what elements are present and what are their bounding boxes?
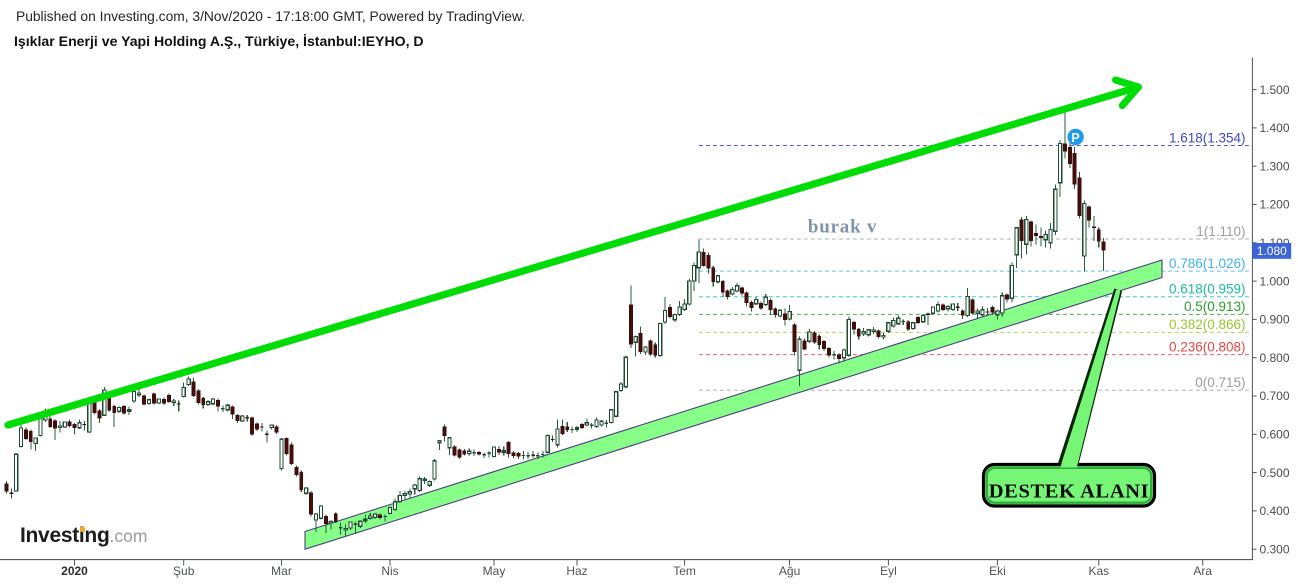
svg-text:Ara: Ara (1193, 564, 1212, 578)
svg-text:Mar: Mar (271, 564, 292, 578)
svg-text:0(0.715): 0(0.715) (1195, 375, 1245, 390)
svg-text:May: May (483, 564, 506, 578)
svg-text:1(1.110): 1(1.110) (1196, 224, 1245, 239)
svg-text:1.000: 1.000 (1260, 274, 1290, 288)
svg-text:0.786(1.026): 0.786(1.026) (1169, 256, 1246, 271)
svg-text:0.900: 0.900 (1260, 313, 1290, 327)
svg-text:0.5(0.913): 0.5(0.913) (1184, 299, 1246, 314)
svg-text:0.800: 0.800 (1260, 351, 1290, 365)
svg-text:1.500: 1.500 (1260, 83, 1290, 97)
svg-text:0.236(0.808): 0.236(0.808) (1169, 339, 1246, 354)
svg-text:Eki: Eki (989, 564, 1006, 578)
svg-text:Tem: Tem (673, 564, 696, 578)
svg-text:1.080: 1.080 (1257, 244, 1287, 258)
svg-text:0.400: 0.400 (1260, 504, 1290, 518)
svg-text:0.382(0.866): 0.382(0.866) (1169, 317, 1246, 332)
svg-text:DESTEK ALANI: DESTEK ALANI (989, 481, 1149, 503)
svg-text:0.618(0.959): 0.618(0.959) (1169, 282, 1246, 297)
svg-text:0.300: 0.300 (1260, 542, 1290, 556)
svg-text:Nis: Nis (381, 564, 398, 578)
svg-text:0.700: 0.700 (1260, 389, 1290, 403)
svg-text:1.200: 1.200 (1260, 198, 1290, 212)
svg-text:1.400: 1.400 (1260, 121, 1290, 135)
svg-text:Haz: Haz (566, 564, 587, 578)
svg-text:Şub: Şub (173, 564, 195, 578)
svg-text:0.500: 0.500 (1260, 466, 1290, 480)
svg-text:Kas: Kas (1088, 564, 1109, 578)
svg-text:P: P (1071, 131, 1079, 145)
svg-text:2020: 2020 (61, 564, 88, 578)
svg-text:Eyl: Eyl (880, 564, 897, 578)
svg-text:burak v: burak v (808, 217, 877, 238)
svg-text:1.300: 1.300 (1260, 159, 1290, 173)
svg-text:Ağu: Ağu (779, 564, 800, 578)
svg-text:1.618(1.354): 1.618(1.354) (1169, 130, 1246, 145)
svg-text:0.600: 0.600 (1260, 428, 1290, 442)
